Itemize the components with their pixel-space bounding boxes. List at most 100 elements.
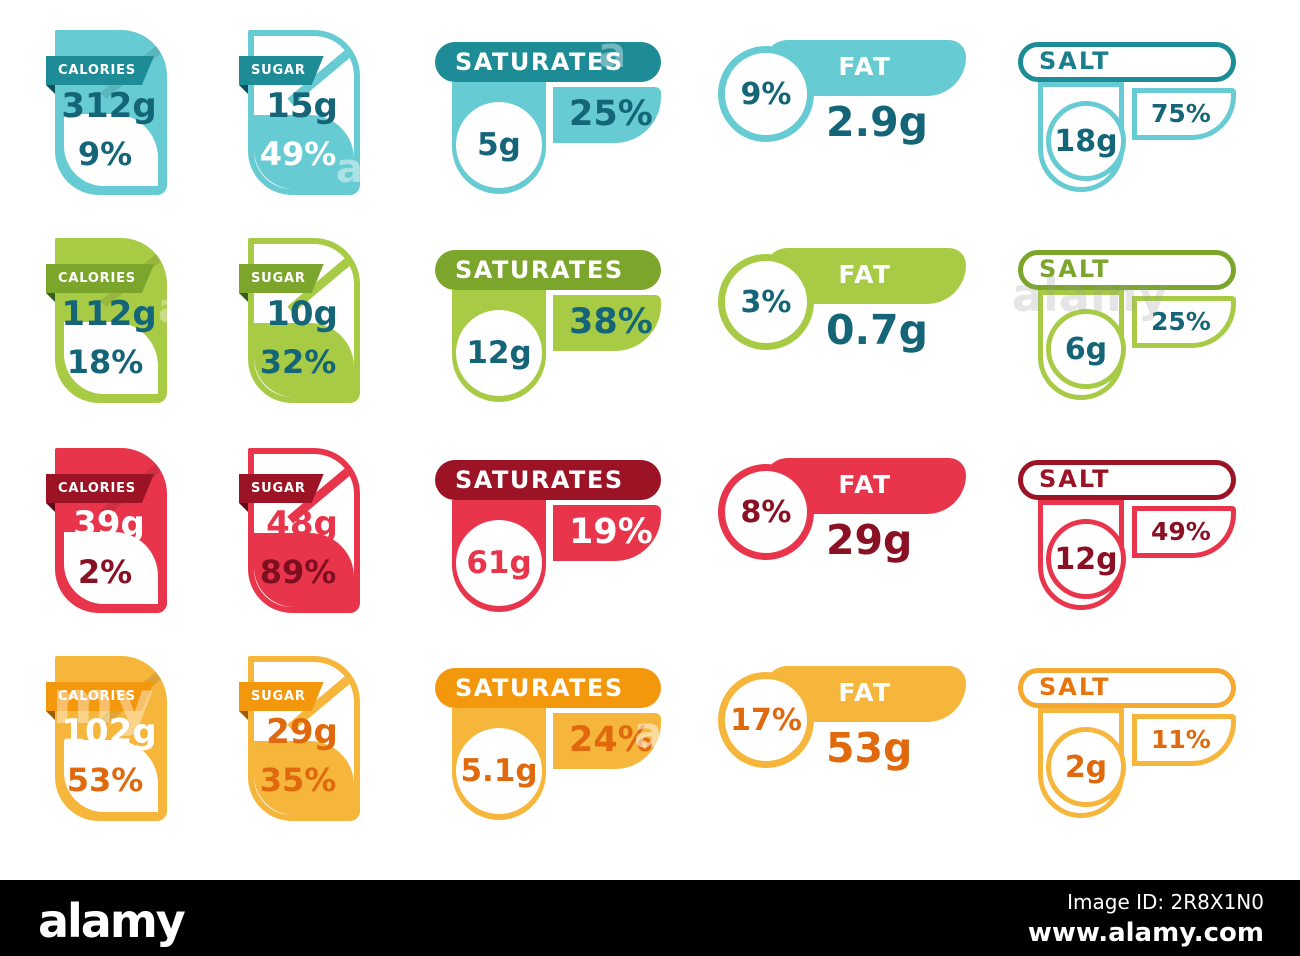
sugar-percent: 32%: [259, 343, 337, 381]
calories-label: CALORIES: [58, 63, 136, 78]
calories-percent: 53%: [66, 761, 144, 799]
percent-flag: 49%: [1132, 506, 1236, 558]
calories-percent: 18%: [66, 343, 144, 381]
fat-percent: 17%: [730, 702, 802, 738]
badge-row-red: 39g 2% CALORIES 48g 89% SUGAR SATURATES …: [0, 448, 1300, 648]
saturates-value: 5.1g: [460, 753, 538, 789]
header-ribbon: CALORIES: [46, 56, 154, 85]
percent-flag: 25%: [553, 87, 661, 143]
sugar-value: 10g: [266, 294, 338, 334]
salt-label: SALT: [1039, 673, 1111, 701]
header-pill: SALT: [1018, 42, 1236, 82]
saturates-percent: 38%: [569, 302, 653, 342]
saturates-percent: 24%: [569, 720, 653, 760]
sugar-value: 15g: [266, 86, 338, 126]
sugar-label: SUGAR: [251, 481, 306, 496]
fat-badge: FAT 8% 29g: [718, 458, 966, 598]
value-tab: 12g: [452, 290, 546, 402]
value-circle: 12g: [456, 310, 542, 396]
header-ribbon: CALORIES: [46, 264, 154, 293]
fat-badge: FAT 17% 53g: [718, 666, 966, 806]
percent-leaf: [254, 323, 354, 397]
header-ribbon: SUGAR: [239, 56, 324, 85]
calories-label: CALORIES: [58, 271, 136, 286]
value-circle: 5.1g: [456, 728, 542, 814]
sugar-percent: 35%: [259, 761, 337, 799]
sugar-label: SUGAR: [251, 271, 306, 286]
sugar-badge: 48g 89% SUGAR: [239, 448, 360, 613]
badge-row-amber: 102g 53% CALORIES 29g 35% SUGAR SATURATE…: [0, 656, 1300, 856]
salt-badge: SALT 12g 49%: [1018, 460, 1236, 612]
fat-percent: 3%: [740, 284, 792, 320]
sugar-value: 48g: [266, 504, 338, 544]
fat-label: FAT: [838, 470, 892, 499]
sugar-percent: 89%: [259, 553, 337, 591]
value-circle: 2g: [1046, 727, 1126, 807]
salt-label: SALT: [1039, 47, 1111, 75]
calories-badge: 112g 18% CALORIES: [46, 238, 167, 403]
badge-row-green: 112g 18% CALORIES 10g 32% SUGAR SATURATE…: [0, 238, 1300, 438]
sugar-badge: 29g 35% SUGAR: [239, 656, 360, 821]
calories-badge: 102g 53% CALORIES: [46, 656, 167, 821]
header-pill: SATURATES: [435, 668, 661, 708]
value-tab: 61g: [452, 500, 546, 612]
salt-label: SALT: [1039, 255, 1111, 283]
header-pill: SALT: [1018, 250, 1236, 290]
value-circle: 6g: [1046, 309, 1126, 389]
salt-percent: 25%: [1151, 307, 1211, 336]
header-ribbon: SUGAR: [239, 264, 324, 293]
calories-percent: 9%: [77, 135, 133, 173]
percent-leaf: [64, 322, 158, 394]
value-circle: 18g: [1046, 101, 1126, 181]
percent-leaf: [64, 740, 158, 812]
image-id-text: Image ID: 2R8X1N0: [1067, 890, 1264, 914]
salt-value: 6g: [1064, 331, 1108, 367]
fat-label: FAT: [838, 52, 892, 81]
header-pill: SATURATES: [435, 42, 661, 82]
value-tab: 5.1g: [452, 708, 546, 820]
saturates-badge: SATURATES 5.1g 24%: [435, 668, 661, 820]
salt-percent: 49%: [1151, 517, 1211, 546]
alamy-url-text: www.alamy.com: [1027, 918, 1264, 948]
calories-value: 39g: [73, 504, 145, 544]
fat-label: FAT: [838, 678, 892, 707]
percent-circle: 9%: [718, 46, 814, 142]
header-ribbon: SUGAR: [239, 474, 324, 503]
fat-value: 0.7g: [826, 306, 928, 354]
percent-leaf: [254, 741, 354, 815]
percent-leaf: [254, 115, 354, 189]
percent-flag: 75%: [1132, 88, 1236, 140]
badge-row-teal: 312g 9% CALORIES 15g 49% SUGAR SATURATES…: [0, 30, 1300, 230]
saturates-label: SATURATES: [455, 48, 624, 76]
sugar-value: 29g: [266, 712, 338, 752]
salt-value: 2g: [1064, 749, 1108, 785]
percent-circle: 3%: [718, 254, 814, 350]
header-ribbon: SUGAR: [239, 682, 324, 711]
header-pill: SATURATES: [435, 250, 661, 290]
sugar-label: SUGAR: [251, 63, 306, 78]
saturates-percent: 19%: [569, 512, 653, 552]
saturates-badge: SATURATES 5g 25%: [435, 42, 661, 194]
percent-flag: 19%: [553, 505, 661, 561]
calories-badge: 312g 9% CALORIES: [46, 30, 167, 195]
alamy-logo: alamy: [38, 894, 186, 948]
salt-badge: SALT 2g 11%: [1018, 668, 1236, 820]
ribbon-fold: [239, 85, 248, 94]
ribbon-fold: [239, 711, 248, 720]
header-pill: SALT: [1018, 668, 1236, 708]
calories-value: 112g: [61, 294, 157, 334]
salt-badge: SALT 6g 25%: [1018, 250, 1236, 402]
fat-badge: FAT 9% 2.9g: [718, 40, 966, 180]
calories-value: 102g: [61, 712, 157, 752]
saturates-badge: SATURATES 61g 19%: [435, 460, 661, 612]
calories-percent: 2%: [77, 553, 133, 591]
sugar-percent: 49%: [259, 135, 337, 173]
saturates-label: SATURATES: [455, 674, 624, 702]
fat-percent: 9%: [740, 76, 792, 112]
calories-value: 312g: [61, 86, 157, 126]
image-credit: Image ID: 2R8X1N0 www.alamy.com: [1028, 890, 1264, 948]
saturates-percent: 25%: [569, 94, 653, 134]
saturates-label: SATURATES: [455, 256, 624, 284]
stock-credit-bar: alamy Image ID: 2R8X1N0 www.alamy.com: [0, 880, 1300, 956]
salt-value: 18g: [1054, 123, 1118, 159]
